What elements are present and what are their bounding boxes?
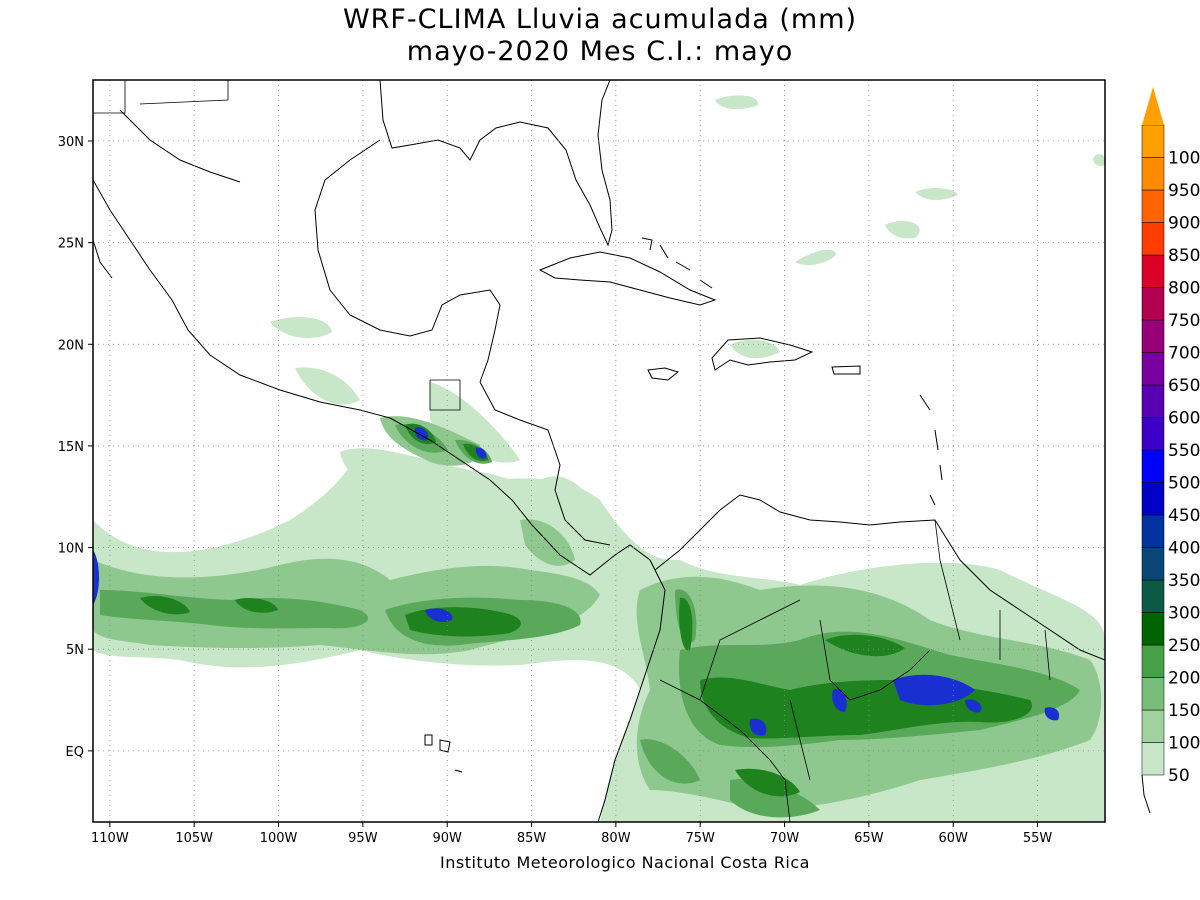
lon-tick-label: 65W (854, 831, 884, 846)
colorbar-label: 250 (1168, 636, 1200, 656)
colorbar-label: 500 (1168, 474, 1200, 494)
colorbar-label: 150 (1168, 701, 1200, 721)
colorbar-box (1141, 352, 1165, 386)
lon-tick-label: 85W (517, 831, 547, 846)
lat-tick-label: 5N (66, 643, 84, 658)
lon-tick-label: 75W (685, 831, 715, 846)
map-subtitle: mayo-2020 Mes C.I.: mayo (406, 36, 794, 67)
galapagos-islands (424, 734, 463, 773)
colorbar-label: 600 (1168, 409, 1200, 429)
colorbar-box (1141, 189, 1165, 223)
colorbar: 50 100 150 200 250 300 350 400 450 500 550 600 650 70… (1141, 87, 1200, 814)
lon-tick-label: 110W (91, 831, 129, 846)
south-america-pacific-coast (597, 589, 666, 822)
coastlines (93, 80, 1105, 822)
colorbar-label: 350 (1168, 571, 1200, 591)
rain-shading (93, 95, 1105, 822)
lat-tick-label: 10N (58, 542, 84, 557)
map-grid (93, 80, 1105, 822)
colorbar-label: 450 (1168, 506, 1200, 526)
jamaica (647, 367, 680, 381)
mexico-gulf-coast (314, 139, 501, 383)
lesser-antilles (919, 394, 943, 506)
colorbar-box (1141, 514, 1165, 548)
lat-tick-label: EQ (66, 745, 84, 760)
colorbar-label: 900 (1168, 214, 1200, 234)
lon-tick-label: 70W (770, 831, 800, 846)
colorbar-box (1141, 417, 1165, 451)
lon-tick-label: 80W (601, 831, 631, 846)
gulf-coast-us (379, 80, 613, 247)
hispaniola (711, 337, 814, 371)
map-title: WRF-CLIMA Lluvia acumulada (mm) (342, 4, 858, 35)
colorbar-box (1141, 384, 1165, 418)
map-frame (92, 79, 1106, 823)
longitude-ticks: 110W 105W 100W 95W 90W 85W 80W 75W 70W 65W 60W 55W (91, 822, 1052, 846)
colorbar-box (1141, 742, 1165, 776)
colorbar-box (1141, 319, 1165, 353)
bahamas (641, 237, 713, 289)
colorbar-box (1141, 709, 1165, 743)
lon-tick-label: 105W (175, 831, 213, 846)
lon-tick-label: 60W (938, 831, 968, 846)
lon-tick-label: 90W (432, 831, 462, 846)
colorbar-label: 550 (1168, 441, 1200, 461)
colorbar-box (1141, 579, 1165, 613)
colorbar-box (1141, 157, 1165, 191)
lon-tick-label: 100W (260, 831, 298, 846)
colorbar-box (1141, 482, 1165, 516)
colorbar-box (1141, 222, 1165, 256)
colorbar-label: 750 (1168, 311, 1200, 331)
puerto-rico (831, 365, 861, 375)
colorbar-label: 700 (1168, 344, 1200, 364)
colorbar-label: 200 (1168, 669, 1200, 689)
colorbar-label: 100 (1168, 734, 1200, 754)
colorbar-box (1141, 547, 1165, 581)
colorbar-box (1141, 612, 1165, 646)
latitude-ticks: 30N 25N 20N 15N 10N 5N EQ (58, 135, 93, 760)
colorbar-top-arrow (1142, 87, 1164, 125)
south-america-north-coast (654, 494, 1105, 661)
lat-tick-label: 20N (58, 338, 84, 353)
colorbar-bottom-arrow (1141, 774, 1151, 814)
colorbar-label: 400 (1168, 539, 1200, 559)
colorbar-label: 1000 (1168, 149, 1200, 169)
sonora-coast (119, 109, 241, 183)
mexico-pacific-coast (93, 179, 391, 419)
rain-400mm-areas (93, 427, 1060, 736)
baja-coast (93, 239, 113, 279)
central-america-caribbean-coast (479, 381, 611, 546)
lon-tick-label: 95W (348, 831, 378, 846)
country-borders (93, 80, 1051, 822)
colorbar-label: 850 (1168, 246, 1200, 266)
lon-tick-label: 55W (1023, 831, 1053, 846)
colorbar-box (1141, 449, 1165, 483)
colorbar-label: 300 (1168, 604, 1200, 624)
lat-tick-label: 15N (58, 440, 84, 455)
lat-tick-label: 30N (58, 135, 84, 150)
colorbar-box (1141, 644, 1165, 678)
colorbar-box (1141, 287, 1165, 321)
colorbar-label: 950 (1168, 181, 1200, 201)
cuba (538, 251, 717, 306)
colorbar-box (1141, 677, 1165, 711)
colorbar-label: 650 (1168, 376, 1200, 396)
credit-text: Instituto Meteorologico Nacional Costa R… (440, 853, 810, 872)
colorbar-label: 50 (1168, 766, 1190, 786)
lat-tick-label: 25N (58, 237, 84, 252)
colorbar-label: 800 (1168, 279, 1200, 299)
colorbar-box (1141, 124, 1165, 158)
colorbar-box (1141, 254, 1165, 288)
